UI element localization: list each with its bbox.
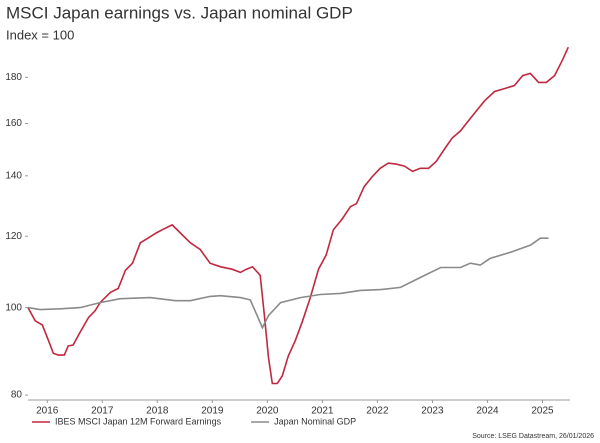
legend-label: IBES MSCI Japan 12M Forward Earnings [55, 416, 222, 426]
y-tick-label: 160 [5, 118, 22, 129]
x-tick-label: 2016 [36, 406, 59, 417]
chart-title: MSCI Japan earnings vs. Japan nominal GD… [6, 3, 353, 22]
x-tick-label: 2017 [91, 406, 114, 417]
x-tick-label: 2019 [201, 406, 224, 417]
series-line [27, 237, 549, 330]
chart-subtitle: Index = 100 [6, 27, 74, 42]
x-tick-label: 2025 [531, 406, 554, 417]
y-tick-label: 140 [5, 170, 22, 181]
x-tick-label: 2024 [476, 406, 499, 417]
series-line [27, 46, 570, 385]
y-tick-label: 100 [5, 302, 22, 313]
y-tick-label: 180 [5, 72, 22, 83]
x-tick-label: 2022 [366, 406, 389, 417]
x-tick-label: 2020 [256, 406, 279, 417]
x-tick-label: 2023 [421, 406, 444, 417]
x-tick-label: 2018 [146, 406, 169, 417]
y-tick-label: 80 [11, 390, 23, 401]
y-tick-label: 120 [5, 231, 22, 242]
legend-label: Japan Nominal GDP [274, 416, 356, 426]
source-note: Source: LSEG Datastream, 26/01/2026 [472, 433, 594, 440]
x-tick-label: 2021 [311, 406, 334, 417]
